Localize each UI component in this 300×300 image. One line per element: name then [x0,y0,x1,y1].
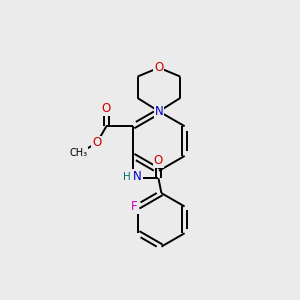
Text: O: O [154,61,164,74]
Text: H: H [123,172,130,182]
Text: N: N [133,170,142,183]
Text: CH₃: CH₃ [70,148,88,158]
Text: O: O [92,136,101,149]
Text: F: F [131,200,138,213]
Text: O: O [102,102,111,115]
Text: O: O [154,154,163,167]
Text: N: N [154,105,163,118]
